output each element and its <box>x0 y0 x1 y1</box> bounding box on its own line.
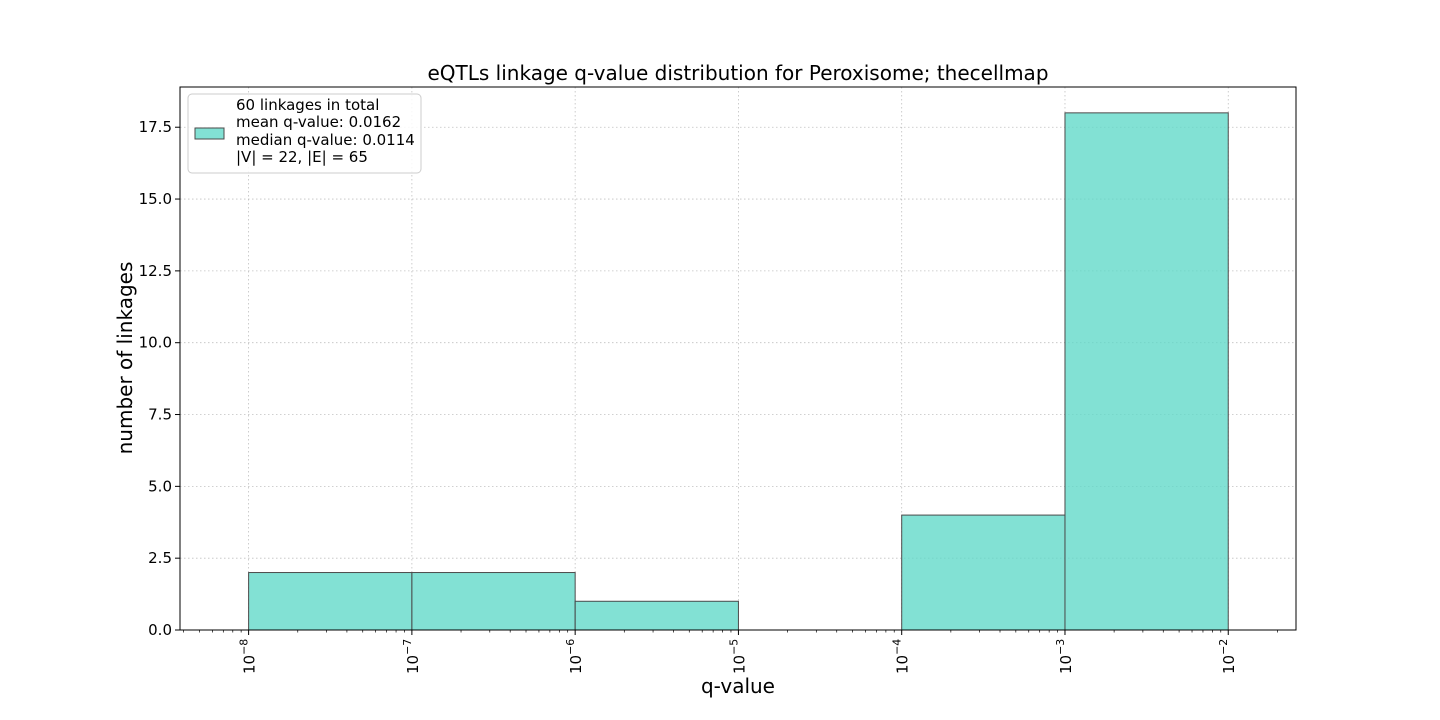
y-axis-ticks: 0.0 2.5 5.0 7.5 10.0 12.5 15.0 17.5 <box>139 118 180 639</box>
x-tick-label-exponent: −2 <box>1217 639 1230 655</box>
x-tick-label-2: 10−6 <box>564 639 585 674</box>
x-tick-label-3: 10−5 <box>727 639 748 674</box>
x-tick-label-0: 10−8 <box>238 639 259 674</box>
x-tick-label-4: 10−4 <box>891 639 912 674</box>
y-tick-label-7: 17.5 <box>139 118 172 136</box>
bar-5 <box>1064 112 1229 631</box>
legend-swatch <box>194 127 225 140</box>
legend-box <box>187 93 422 174</box>
bar-0 <box>248 572 413 631</box>
x-axis-ticks: 10−810−710−610−510−410−310−2 <box>183 630 1278 674</box>
x-axis-label: q-value <box>701 674 775 698</box>
legend: 60 linkages in total mean q-value: 0.016… <box>187 93 422 174</box>
legend-line-median: median q-value: 0.0114 <box>236 131 415 149</box>
bars <box>248 112 1229 631</box>
x-tick-label-base: 10 <box>894 655 912 674</box>
y-tick-label-0: 0.0 <box>148 621 172 639</box>
x-tick-label-base: 10 <box>730 655 748 674</box>
x-tick-label-exponent: −8 <box>238 639 251 655</box>
x-tick-label-1: 10−7 <box>401 639 422 674</box>
x-tick-label-exponent: −6 <box>564 639 577 655</box>
legend-line-graph-size: |V| = 22, |E| = 65 <box>236 148 368 166</box>
y-tick-label-2: 5.0 <box>148 477 172 495</box>
y-tick-label-6: 15.0 <box>139 190 172 208</box>
x-tick-label-base: 10 <box>404 655 422 674</box>
bar-1 <box>411 572 576 631</box>
x-tick-label-base: 10 <box>1220 655 1238 674</box>
y-tick-label-1: 2.5 <box>148 549 172 567</box>
bar-4 <box>901 514 1066 631</box>
y-tick-label-5: 12.5 <box>139 262 172 280</box>
x-tick-label-exponent: −7 <box>401 639 414 655</box>
legend-line-mean: mean q-value: 0.0162 <box>236 113 401 131</box>
x-tick-label-exponent: −5 <box>727 639 740 655</box>
x-tick-label-exponent: −4 <box>891 639 904 655</box>
x-tick-label-5: 10−3 <box>1054 639 1075 674</box>
legend-line-total: 60 linkages in total <box>236 96 379 114</box>
y-tick-label-3: 7.5 <box>148 406 172 424</box>
x-tick-label-base: 10 <box>241 655 259 674</box>
y-tick-label-4: 10.0 <box>139 334 172 352</box>
x-tick-label-base: 10 <box>567 655 585 674</box>
x-tick-label-exponent: −3 <box>1054 639 1067 655</box>
chart-title: eQTLs linkage q-value distribution for P… <box>427 61 1048 85</box>
y-axis-label: number of linkages <box>113 262 137 455</box>
x-tick-label-6: 10−2 <box>1217 639 1238 674</box>
x-tick-label-base: 10 <box>1057 655 1075 674</box>
bar-2 <box>574 600 739 631</box>
